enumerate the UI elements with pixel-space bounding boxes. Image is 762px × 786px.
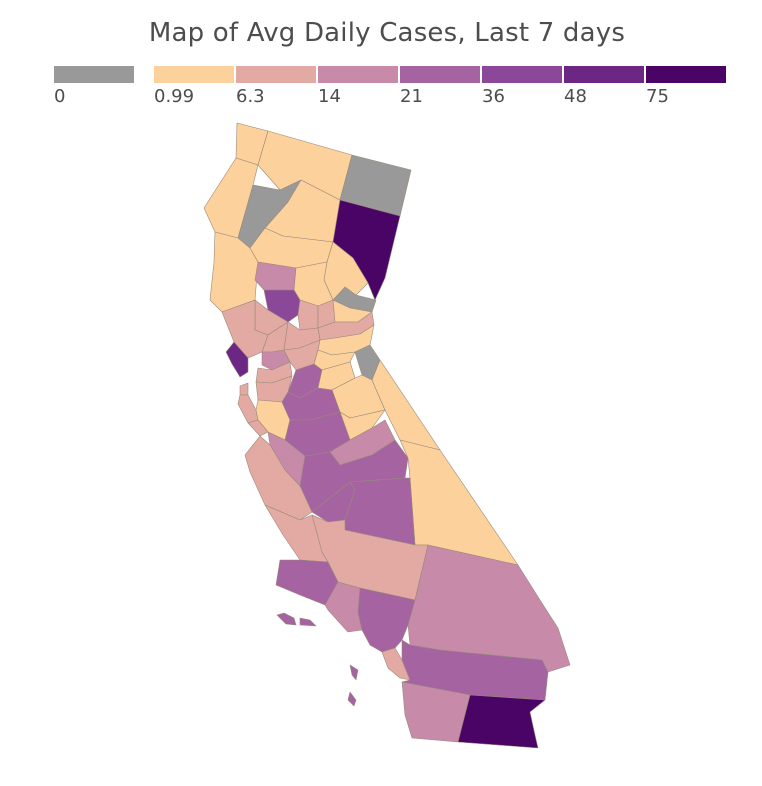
- legend-tick-label: 14: [318, 86, 341, 107]
- legend-swatch-5: [482, 66, 562, 83]
- legend-tick-label: 48: [564, 86, 587, 107]
- county-marin[interactable]: [225, 341, 249, 378]
- county-san-mateo[interactable]: [237, 394, 259, 424]
- catalina-islands[interactable]: [347, 664, 359, 707]
- county-monterey[interactable]: [244, 435, 313, 521]
- legend-swatch-7: [646, 66, 726, 83]
- county-san-francisco[interactable]: [239, 382, 249, 396]
- legend-swatch-2: [236, 66, 316, 83]
- channel-islands[interactable]: [276, 612, 317, 627]
- legend-tick-label: 36: [482, 86, 505, 107]
- color-legend: 0 0.99 6.3 14 21 36 48 75: [0, 0, 762, 120]
- legend-tick-label: 75: [646, 86, 669, 107]
- county-imperial[interactable]: [457, 694, 546, 749]
- county-mono[interactable]: [371, 359, 441, 451]
- legend-swatch-1: [154, 66, 234, 83]
- county-san-diego[interactable]: [401, 681, 471, 743]
- legend-tick-label: 21: [400, 86, 423, 107]
- legend-tick-label: 6.3: [236, 86, 265, 107]
- legend-tick-label: 0: [54, 86, 66, 107]
- legend-tick-label: 0.99: [154, 86, 195, 107]
- legend-swatch-0: [54, 66, 134, 83]
- legend-swatch-4: [400, 66, 480, 83]
- legend-swatch-6: [564, 66, 644, 83]
- legend-swatch-3: [318, 66, 398, 83]
- map-title: Map of Avg Daily Cases, Last 7 days: [148, 18, 626, 48]
